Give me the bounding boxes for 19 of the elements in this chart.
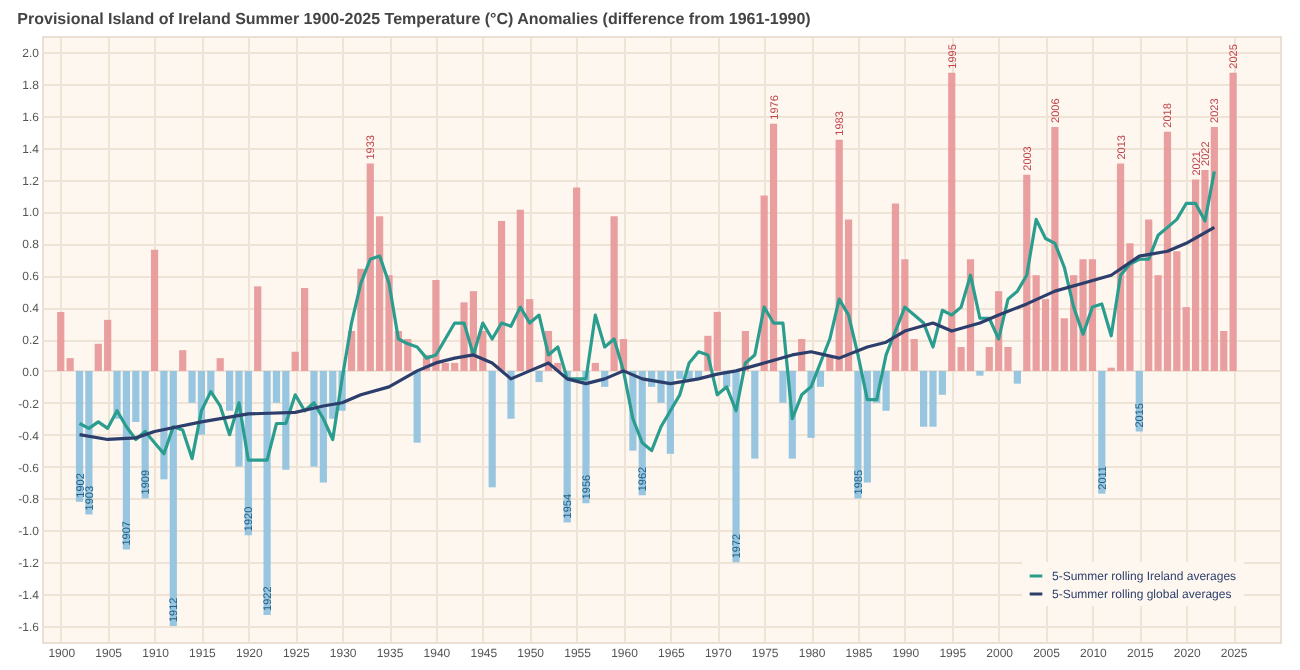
bar — [413, 370, 421, 443]
chart-title: Provisional Island of Ireland Summer 1900-2025 Temperature (°C) Anomalies (difference from 1961-1990) — [17, 10, 812, 28]
bar — [179, 350, 187, 371]
line-series — [77, 225, 1216, 442]
bar — [572, 187, 581, 371]
bar — [1013, 370, 1021, 384]
bar — [535, 370, 543, 383]
bar — [591, 362, 599, 371]
bar — [497, 220, 506, 371]
bar — [976, 370, 984, 376]
bar — [488, 370, 496, 488]
bar — [769, 123, 778, 371]
bar — [254, 286, 262, 371]
bar — [150, 249, 159, 371]
bar — [507, 370, 515, 419]
bar — [582, 370, 590, 504]
bar — [751, 370, 759, 459]
bar — [216, 358, 224, 371]
bar — [891, 203, 900, 371]
